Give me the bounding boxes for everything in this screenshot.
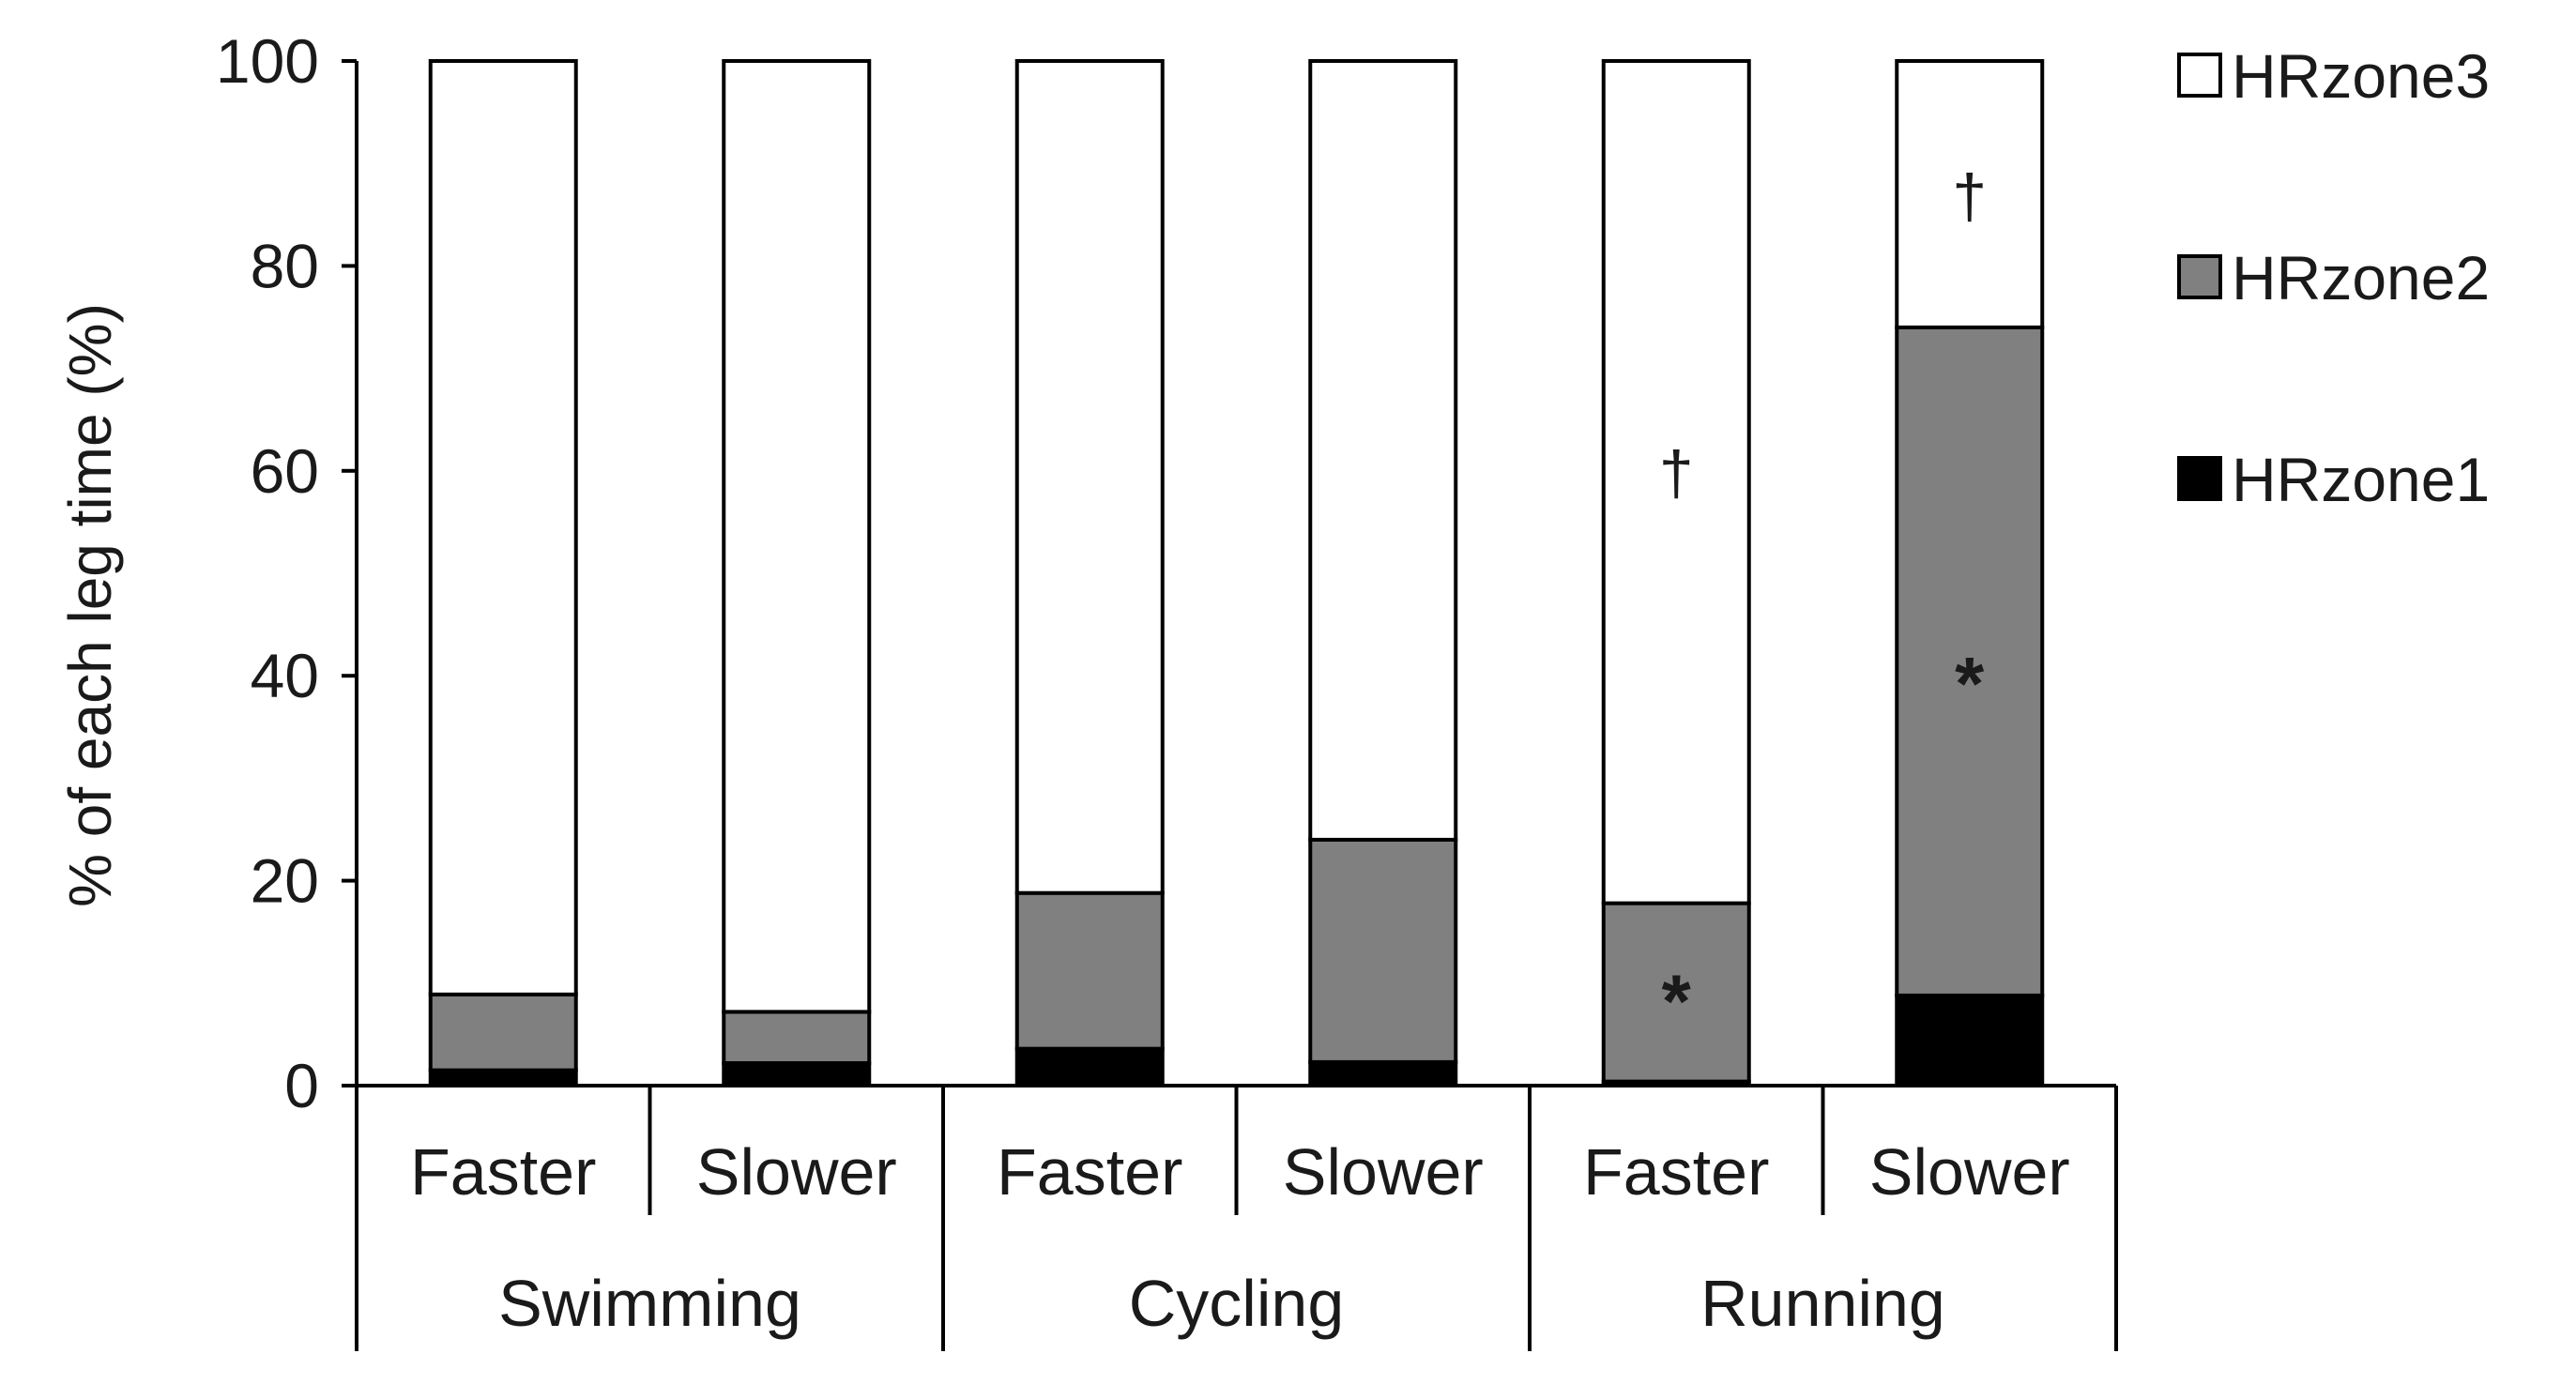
legend-swatch-hrzone1: [2177, 456, 2222, 501]
legend-label-hrzone3: HRzone3: [2232, 41, 2490, 111]
bar-segment-hrzone3: [1895, 59, 2045, 329]
annotations: * † * †: [1659, 161, 1987, 1043]
y-tick-label: 40: [251, 641, 319, 710]
category-label: Faster: [410, 1135, 596, 1209]
y-axis-title: % of each leg time (%): [56, 303, 124, 907]
bar-segment-hrzone1: [1308, 1059, 1458, 1088]
category-label: Slower: [696, 1135, 897, 1209]
bar-segment-hrzone3: [1601, 59, 1751, 905]
y-tick-label: 60: [251, 436, 319, 506]
category-label: Faster: [1583, 1135, 1769, 1209]
annotation-dagger: †: [1659, 438, 1694, 508]
annotation-asterisk: *: [1662, 960, 1692, 1043]
legend-swatch-hrzone3: [2177, 53, 2222, 98]
y-tick-label: 20: [251, 846, 319, 916]
annotation-dagger: †: [1952, 161, 1987, 231]
legend-swatch-hrzone2: [2177, 254, 2222, 299]
y-tick-label: 80: [251, 231, 319, 300]
bar-segment-hrzone3: [428, 59, 578, 996]
bar-segment-hrzone3: [1014, 59, 1165, 895]
legend: HRzone3 HRzone2 HRzone1: [2177, 41, 2490, 514]
bar-segment-hrzone1: [722, 1060, 872, 1087]
bar-segment-hrzone1: [1014, 1046, 1165, 1087]
bar-segment-hrzone2: [722, 1010, 872, 1065]
legend-label-hrzone2: HRzone2: [2232, 243, 2490, 312]
y-tick-label: 100: [216, 26, 319, 96]
bar-segment-hrzone3: [722, 59, 872, 1014]
bar-segment-hrzone2: [1308, 837, 1458, 1064]
bar-segment-hrzone2: [1014, 890, 1165, 1051]
annotation-asterisk: *: [1955, 642, 1985, 725]
group-label-cycling: Cycling: [1129, 1267, 1345, 1340]
bars: [428, 59, 2045, 1088]
bar-segment-hrzone1: [1895, 993, 2045, 1088]
bar-segment-hrzone2: [428, 992, 578, 1072]
category-label: Slower: [1283, 1135, 1484, 1209]
y-axis: 0 20 40 60 80 100: [216, 26, 358, 1120]
legend-label-hrzone1: HRzone1: [2232, 445, 2490, 514]
category-label: Faster: [997, 1135, 1182, 1209]
bar-segment-hrzone3: [1308, 59, 1458, 842]
category-label: Slower: [1869, 1135, 2070, 1209]
group-label-swimming: Swimming: [498, 1267, 801, 1340]
x-axis: Faster Slower Faster Slower Faster Slower Swim…: [355, 1084, 2118, 1351]
bar-segment-hrzone1: [428, 1068, 578, 1087]
y-tick-label: 0: [284, 1051, 319, 1120]
group-label-running: Running: [1700, 1267, 1945, 1340]
bar-segment-hrzone2: [1895, 325, 2045, 997]
